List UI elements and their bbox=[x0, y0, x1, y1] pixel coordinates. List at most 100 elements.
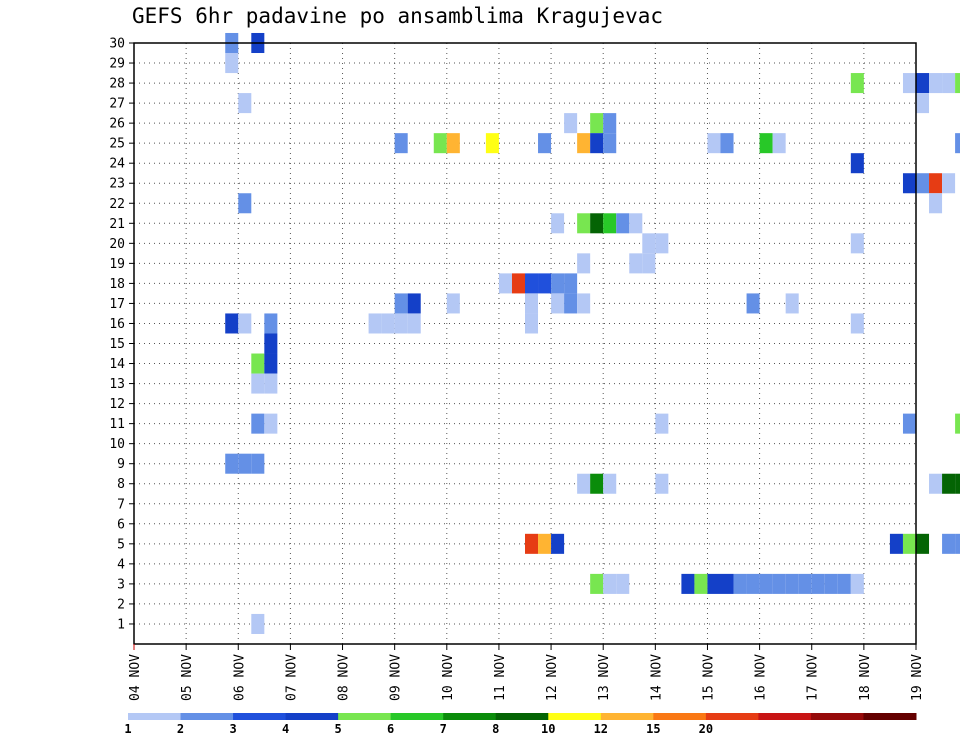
y-tick-label: 22 bbox=[109, 197, 125, 212]
heatmap-cell bbox=[590, 473, 604, 494]
colorbar-swatch bbox=[128, 713, 182, 720]
heatmap-cell bbox=[603, 213, 617, 234]
heatmap-cell bbox=[238, 193, 252, 214]
heatmap-cell bbox=[720, 573, 734, 594]
heatmap-cell bbox=[368, 313, 382, 334]
y-tick-label: 14 bbox=[109, 357, 125, 372]
heatmap-cell bbox=[264, 313, 278, 334]
heatmap-cell bbox=[538, 273, 552, 294]
x-tick-label: 04 NOV bbox=[128, 654, 143, 701]
heatmap-cell bbox=[264, 353, 278, 374]
heatmap-cell bbox=[225, 453, 239, 474]
heatmap-cell bbox=[394, 293, 408, 314]
y-tick-label: 7 bbox=[117, 497, 125, 512]
heatmap-cell bbox=[655, 233, 669, 254]
heatmap-cell bbox=[394, 313, 408, 334]
heatmap-cell bbox=[251, 353, 265, 374]
heatmap-cell bbox=[616, 213, 630, 234]
heatmap-cell bbox=[772, 573, 786, 594]
y-tick-label: 29 bbox=[109, 57, 125, 72]
x-tick-label: 05 NOV bbox=[180, 654, 195, 701]
heatmap-cell bbox=[681, 573, 695, 594]
heatmap-cell bbox=[902, 73, 916, 94]
heatmap-cell bbox=[603, 113, 617, 134]
heatmap-cell bbox=[655, 473, 669, 494]
heatmap-cell bbox=[525, 293, 539, 314]
heatmap-cell bbox=[603, 473, 617, 494]
heatmap-cell bbox=[746, 293, 760, 314]
colorbar-label: 15 bbox=[646, 722, 660, 736]
y-tick-label: 16 bbox=[109, 317, 125, 332]
heatmap-cell bbox=[850, 153, 864, 174]
colorbar-swatch bbox=[653, 713, 707, 720]
heatmap-cell bbox=[264, 413, 278, 434]
x-tick-label: 16 NOV bbox=[754, 654, 769, 701]
heatmap-cell bbox=[251, 453, 265, 474]
x-tick-label: 12 NOV bbox=[545, 654, 560, 701]
heatmap-cell bbox=[446, 293, 460, 314]
x-tick-label: 14 NOV bbox=[649, 654, 664, 701]
heatmap-cell bbox=[577, 253, 591, 274]
heatmap-cell bbox=[916, 533, 930, 554]
heatmap-cell bbox=[225, 53, 239, 74]
heatmap-cell bbox=[837, 573, 851, 594]
heatmap-cell bbox=[551, 273, 565, 294]
heatmap-cell bbox=[916, 73, 930, 94]
heatmap-cell bbox=[251, 413, 265, 434]
heatmap-cell bbox=[551, 213, 565, 234]
colorbar-swatch bbox=[600, 713, 654, 720]
heatmap-cell bbox=[772, 133, 786, 154]
x-tick-label: 09 NOV bbox=[389, 654, 404, 701]
heatmap-cell bbox=[694, 573, 708, 594]
heatmap-cell bbox=[955, 73, 960, 94]
heatmap-cell bbox=[955, 473, 960, 494]
y-tick-label: 28 bbox=[109, 77, 125, 92]
heatmap-cell bbox=[929, 173, 943, 194]
colorbar-swatch bbox=[285, 713, 339, 720]
heatmap-cell bbox=[238, 313, 252, 334]
heatmap-cell bbox=[381, 313, 395, 334]
colorbar-swatch bbox=[180, 713, 234, 720]
colorbar-swatch bbox=[758, 713, 812, 720]
heatmap-cell bbox=[889, 533, 903, 554]
heatmap-cell bbox=[538, 133, 552, 154]
colorbar-swatch bbox=[390, 713, 444, 720]
x-tick-label: 19 NOV bbox=[910, 654, 925, 701]
y-tick-label: 15 bbox=[109, 337, 125, 352]
heatmap-cell bbox=[955, 133, 960, 154]
y-tick-label: 24 bbox=[109, 157, 125, 172]
heatmap-cell bbox=[264, 333, 278, 354]
y-tick-label: 27 bbox=[109, 97, 125, 112]
heatmap-cell bbox=[577, 133, 591, 154]
colorbar-label: 20 bbox=[699, 722, 713, 736]
x-tick-label: 06 NOV bbox=[232, 654, 247, 701]
heatmap-cell bbox=[942, 473, 956, 494]
y-tick-label: 25 bbox=[109, 137, 125, 152]
heatmap-cell bbox=[511, 273, 525, 294]
heatmap-cell bbox=[525, 313, 539, 334]
colorbar-label: 12 bbox=[594, 722, 608, 736]
colorbar-label: 2 bbox=[177, 722, 184, 736]
heatmap-cell bbox=[942, 173, 956, 194]
heatmap-cell bbox=[577, 213, 591, 234]
heatmap-cell bbox=[902, 533, 916, 554]
heatmap-cell bbox=[746, 573, 760, 594]
heatmap-cell bbox=[759, 573, 773, 594]
colorbar-swatch bbox=[810, 713, 864, 720]
x-tick-label: 07 NOV bbox=[284, 654, 299, 701]
colorbar-label: 4 bbox=[282, 722, 289, 736]
y-tick-label: 4 bbox=[117, 557, 125, 572]
y-tick-label: 30 bbox=[109, 37, 125, 52]
heatmap-cell bbox=[707, 573, 721, 594]
heatmap-cell bbox=[629, 253, 643, 274]
y-tick-label: 23 bbox=[109, 177, 125, 192]
heatmap-cell bbox=[238, 453, 252, 474]
colorbar-swatch bbox=[863, 713, 917, 720]
y-tick-label: 21 bbox=[109, 217, 125, 232]
y-tick-label: 6 bbox=[117, 517, 125, 532]
colorbar-swatch bbox=[548, 713, 602, 720]
heatmap-cell bbox=[850, 233, 864, 254]
heatmap-cell bbox=[251, 613, 265, 634]
heatmap-cell bbox=[238, 93, 252, 114]
